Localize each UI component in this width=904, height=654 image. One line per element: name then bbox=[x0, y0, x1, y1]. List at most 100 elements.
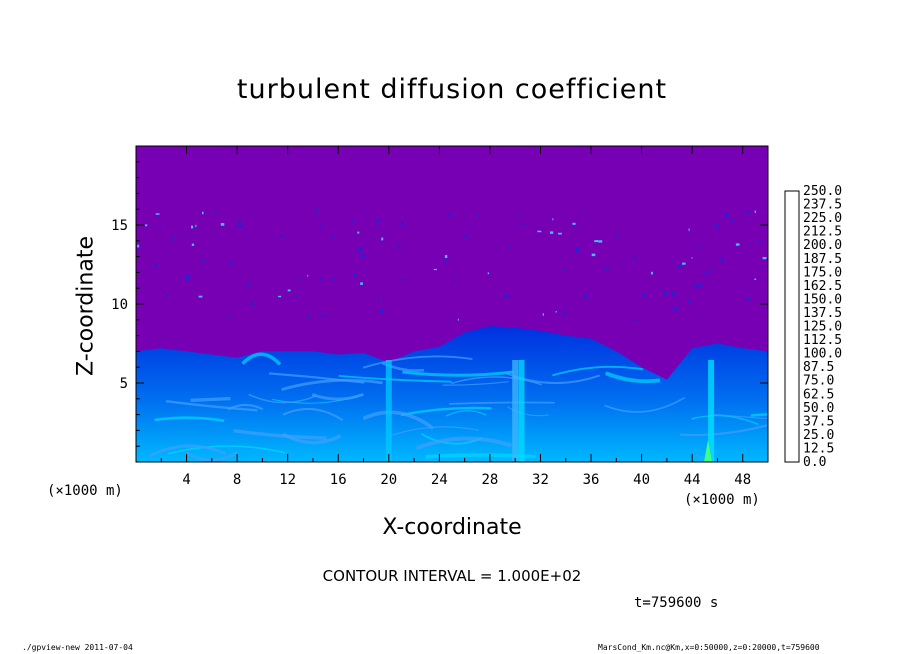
turbulence-speckle bbox=[238, 220, 241, 223]
turbulence-speckle bbox=[633, 319, 635, 321]
turbulence-streak bbox=[604, 371, 661, 384]
turbulence-speckle bbox=[195, 224, 197, 228]
colorbar-label: 100.0 bbox=[803, 347, 842, 362]
turbulence-speckle bbox=[724, 213, 729, 217]
turbulence-speckle bbox=[230, 262, 234, 265]
x-tick-label: 16 bbox=[330, 472, 347, 488]
turbulence-speckle bbox=[448, 213, 452, 216]
turbulence-speckle bbox=[137, 244, 140, 248]
turbulence-speckle bbox=[477, 215, 480, 218]
turbulence-speckle bbox=[642, 294, 646, 297]
turbulence-speckle bbox=[145, 224, 148, 227]
x-tick-label: 44 bbox=[684, 472, 701, 488]
turbulence-speckle bbox=[616, 233, 619, 236]
turbulence-speckle bbox=[246, 284, 249, 287]
turbulence-speckle bbox=[400, 222, 404, 225]
turbulence-speckle bbox=[281, 234, 284, 238]
turbulence-speckle bbox=[746, 297, 751, 300]
y-axis-label: Z-coordinate bbox=[73, 236, 99, 376]
x-tick-label: 20 bbox=[380, 472, 397, 488]
turbulence-speckle bbox=[444, 255, 448, 258]
turbulence-streaks bbox=[148, 352, 768, 462]
turbulence-speckle bbox=[360, 282, 363, 285]
turbulence-speckle bbox=[298, 278, 300, 280]
turbulence-speckle bbox=[443, 260, 445, 263]
turbulence-speckle bbox=[402, 278, 405, 281]
contour-interval-label: CONTOUR INTERVAL = 1.000E+02 bbox=[322, 567, 582, 585]
colorbar-label: 62.5 bbox=[803, 387, 834, 402]
turbulence-speckle bbox=[361, 254, 365, 258]
turbulence-speckle bbox=[717, 228, 720, 231]
turbulence-streak bbox=[268, 372, 365, 384]
turbulence-speckle bbox=[583, 294, 587, 298]
y-tick-label: 5 bbox=[120, 376, 128, 392]
x-tick-label: 32 bbox=[532, 472, 549, 488]
turbulence-speckle bbox=[687, 300, 690, 304]
turbulence-speckle bbox=[697, 247, 700, 250]
turbulence-speckle bbox=[691, 257, 693, 259]
turbulence-speckle bbox=[515, 213, 519, 215]
colorbar-label: 200.0 bbox=[803, 238, 842, 253]
footer-data-source: MarsCond_Km.nc@Km,x=0:50000,z=0:20000,t=… bbox=[598, 643, 820, 652]
turbulence-speckle bbox=[251, 302, 254, 305]
turbulence-speckle bbox=[433, 268, 437, 271]
boundary-layer-region bbox=[136, 326, 768, 462]
turbulence-speckle bbox=[202, 211, 204, 215]
turbulence-speckle bbox=[705, 271, 709, 274]
turbulence-speckle bbox=[598, 240, 603, 243]
updraft-plume bbox=[385, 360, 392, 462]
turbulence-speckle bbox=[754, 210, 756, 213]
colorbar-label: 250.0 bbox=[803, 184, 842, 199]
colorbar-label: 212.5 bbox=[803, 225, 842, 240]
turbulence-speckle bbox=[353, 273, 356, 277]
turbulence-speckle bbox=[357, 231, 360, 234]
turbulence-speckle bbox=[307, 275, 309, 277]
turbulence-speckle bbox=[509, 248, 512, 250]
turbulence-streak bbox=[154, 416, 225, 423]
x-tick-label: 24 bbox=[431, 472, 448, 488]
turbulence-streak bbox=[148, 444, 227, 458]
turbulence-speckle bbox=[319, 278, 322, 281]
updraft-plume bbox=[708, 360, 715, 462]
turbulence-streak bbox=[445, 410, 487, 417]
turbulence-streak bbox=[604, 396, 685, 413]
turbulence-speckle bbox=[465, 234, 467, 238]
turbulence-speckle bbox=[572, 222, 576, 225]
turbulence-streak bbox=[167, 445, 286, 455]
colorbar-label: 50.0 bbox=[803, 401, 834, 416]
colorbar-label: 87.5 bbox=[803, 360, 834, 375]
turbulence-speckle bbox=[307, 315, 311, 318]
turbulence-speckle bbox=[191, 225, 194, 229]
turbulence-speckle bbox=[396, 244, 401, 247]
turbulence-streak bbox=[714, 413, 768, 420]
turbulence-speckle bbox=[591, 253, 596, 257]
turbulence-speckle bbox=[380, 309, 384, 313]
turbulence-speckle bbox=[688, 228, 690, 232]
turbulence-speckle bbox=[677, 265, 681, 268]
turbulence-speckle bbox=[542, 313, 544, 316]
turbulence-streak bbox=[400, 406, 492, 417]
turbulence-speckle bbox=[201, 259, 205, 261]
turbulence-speckle bbox=[331, 236, 334, 239]
colorbar-label: 125.0 bbox=[803, 320, 842, 335]
turbulence-streak bbox=[402, 370, 514, 377]
turbulence-speckle bbox=[594, 240, 599, 243]
colorbar-label: 225.0 bbox=[803, 211, 842, 226]
y-tick-label: 15 bbox=[111, 218, 128, 234]
turbulence-speckle bbox=[375, 226, 378, 228]
colorbar-label: 37.5 bbox=[803, 414, 834, 429]
turbulence-speckle bbox=[241, 226, 243, 228]
turbulence-speckle bbox=[632, 257, 636, 260]
turbulence-streak bbox=[696, 454, 762, 462]
updraft-plume bbox=[512, 360, 519, 462]
colorbar-label: 137.5 bbox=[803, 306, 842, 321]
turbulence-speckle bbox=[381, 237, 384, 241]
turbulence-speckle bbox=[229, 246, 231, 248]
turbulence-speckle bbox=[171, 238, 175, 241]
turbulence-streak bbox=[233, 428, 327, 440]
turbulence-speckle bbox=[672, 292, 675, 296]
turbulence-streak bbox=[750, 413, 768, 417]
turbulence-speckle bbox=[552, 218, 554, 221]
turbulence-speckle bbox=[549, 210, 551, 213]
